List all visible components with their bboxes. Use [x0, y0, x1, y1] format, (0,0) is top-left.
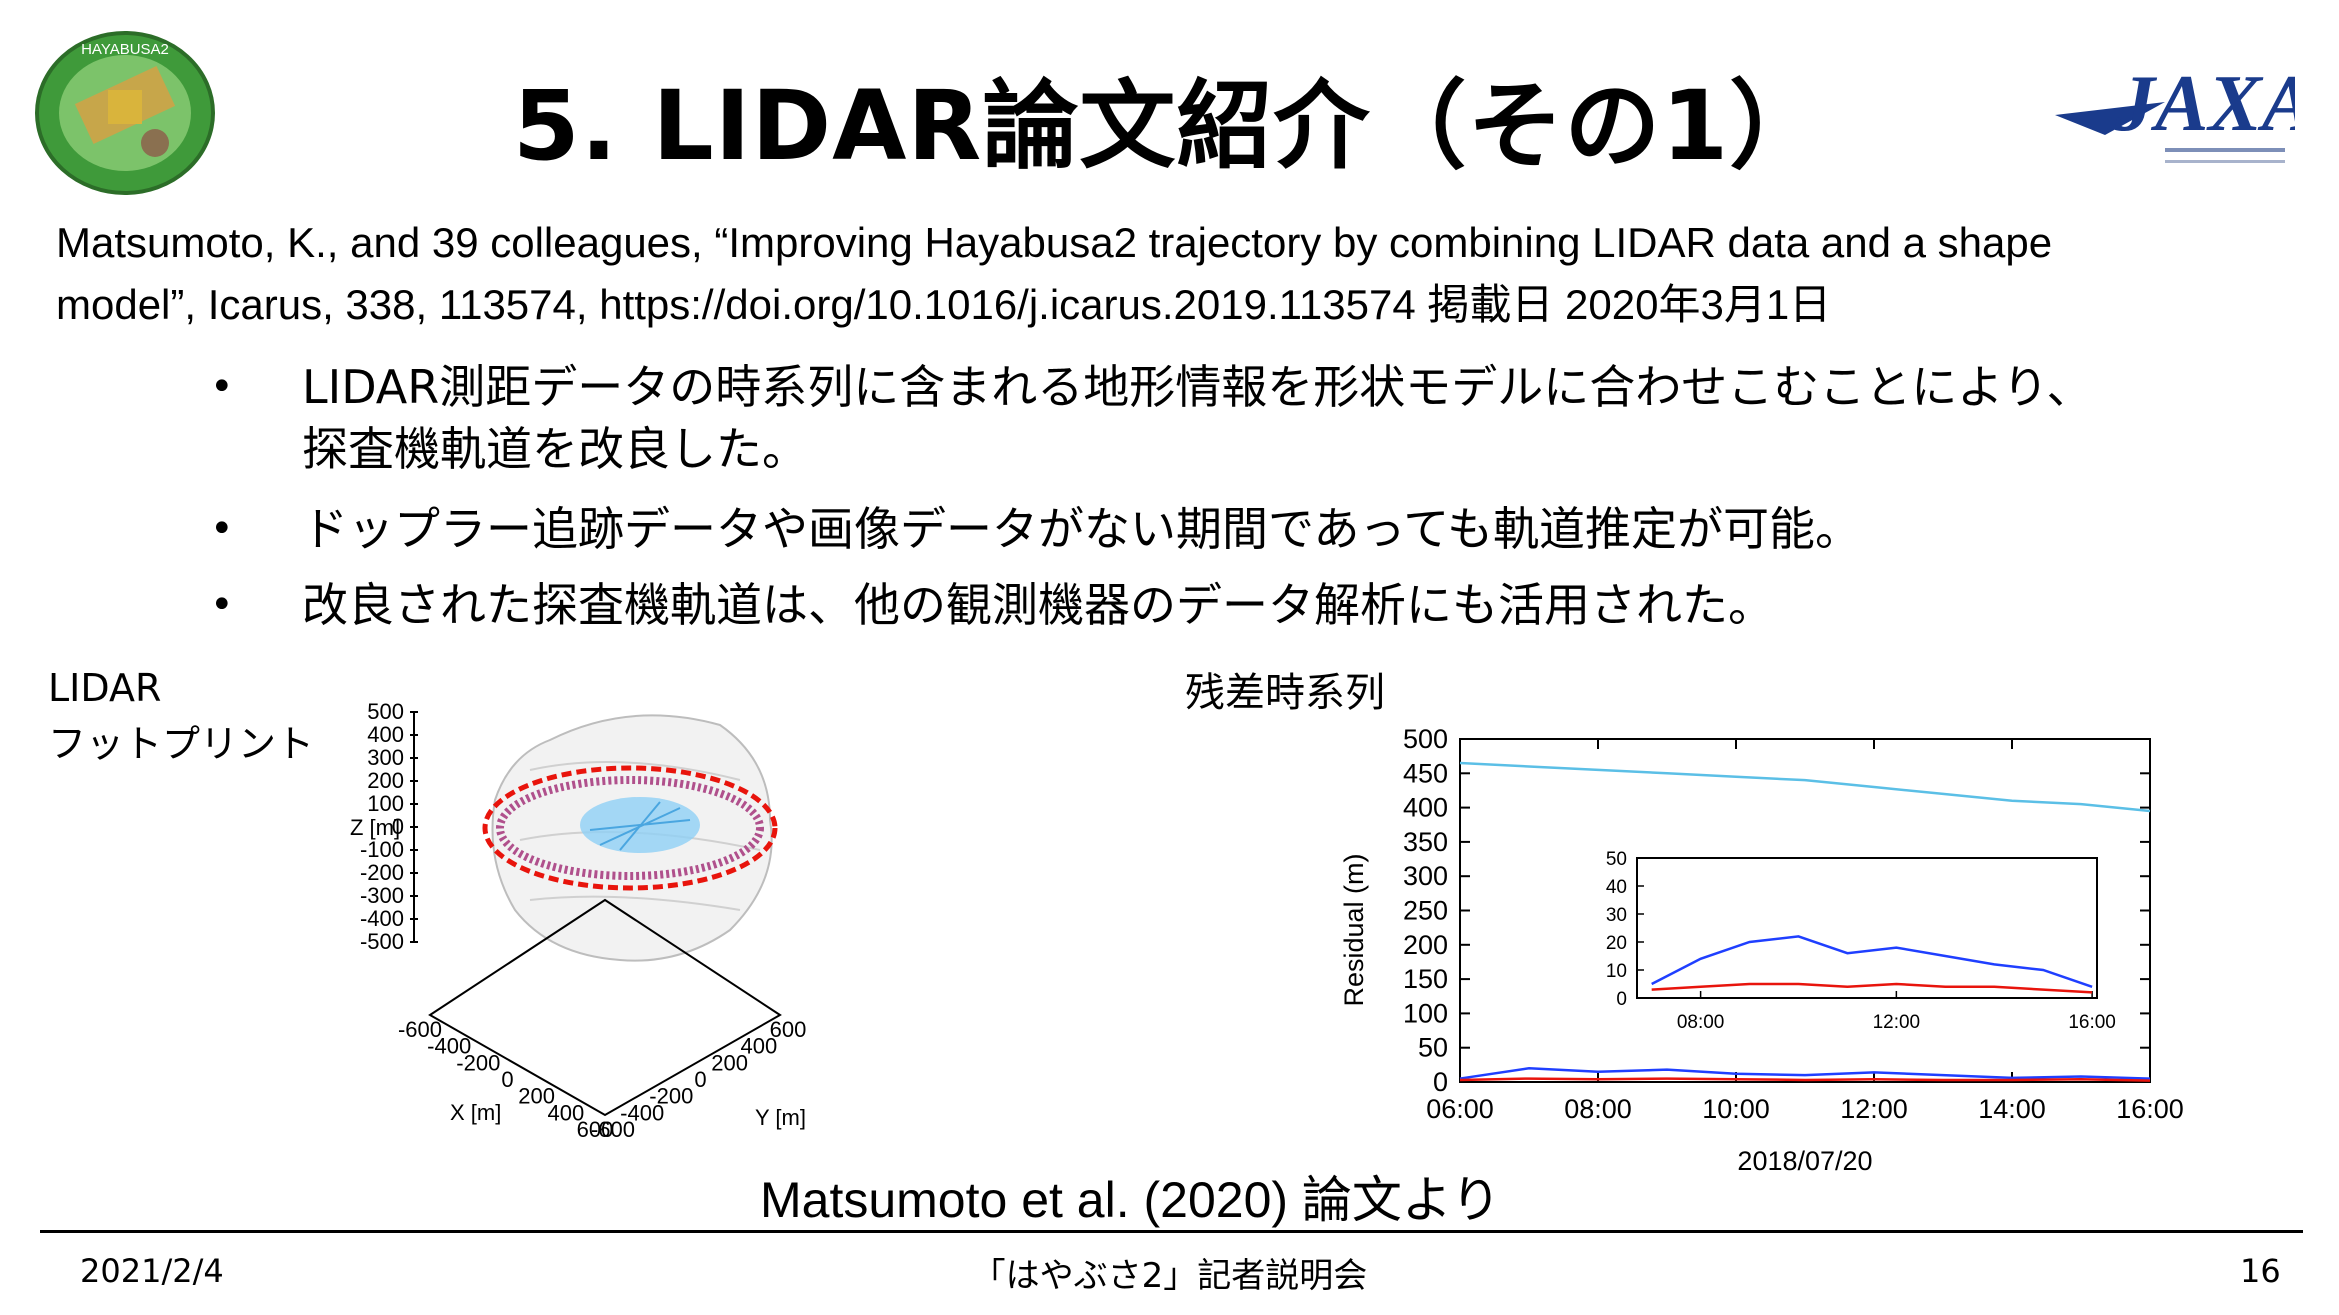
- bullet-marker: •: [210, 506, 234, 552]
- x-axis-label: X [m]: [450, 1100, 501, 1125]
- figure-left-label-line: LIDAR: [48, 666, 162, 710]
- figure-right-label: 残差時系列: [1185, 670, 1385, 716]
- y-axis-label: Residual (m): [1339, 853, 1369, 1006]
- z-tick-label: -400: [360, 906, 404, 931]
- inset-y-tick-label: 50: [1606, 849, 1627, 870]
- y-tick-label: -400: [620, 1100, 664, 1125]
- series-line-2: [1459, 1077, 2151, 1082]
- figure-left-label-line: フットプリント: [48, 722, 315, 766]
- z-tick-label: 300: [367, 745, 404, 770]
- y-tick-label: -600: [591, 1117, 635, 1142]
- inset-x-tick-label: 12:00: [1873, 1012, 1921, 1033]
- page-title: 5. LIDAR論文紹介（その1）: [512, 70, 1827, 182]
- z-tick-label: 400: [367, 722, 404, 747]
- z-tick-label: 500: [367, 699, 404, 724]
- z-tick-label: 100: [367, 791, 404, 816]
- x-tick-label: 400: [547, 1100, 584, 1125]
- y-axis-label: Y [m]: [755, 1105, 806, 1130]
- inset-x-tick-label: 08:00: [1677, 1012, 1725, 1033]
- inset-x-tick-label: 16:00: [2068, 1012, 2116, 1033]
- bullet-marker: •: [210, 364, 234, 410]
- bullet-line: LIDAR測距データの時系列に含まれる地形情報を形状モデルに合わせこむことにより…: [302, 360, 2093, 414]
- z-tick-label: 200: [367, 768, 404, 793]
- y-tick-label: 600: [770, 1017, 807, 1042]
- x-tick-label: 12:00: [1840, 1094, 1908, 1124]
- inset-series-line-1: [1651, 982, 2093, 994]
- x-tick-label: 200: [518, 1084, 555, 1109]
- jaxa-logo: JAXA: [2045, 40, 2315, 190]
- y-tick-label: -200: [649, 1084, 693, 1109]
- inset-y-tick-label: 0: [1616, 989, 1627, 1010]
- y-tick-label: 50: [1418, 1033, 1448, 1063]
- page-number: 16: [2240, 1252, 2281, 1290]
- y-tick-label: 400: [1403, 793, 1448, 823]
- x-tick-label: 08:00: [1564, 1094, 1632, 1124]
- bullet-item: • 改良された探査機軌道は、他の観測機器のデータ解析にも活用された。: [210, 574, 2250, 636]
- series-line-1: [1459, 1067, 2151, 1080]
- y-tick-label: 100: [1403, 998, 1448, 1028]
- inset-y-tick-label: 40: [1606, 877, 1627, 898]
- x-tick-label: -200: [456, 1050, 500, 1075]
- y-tick-label: 300: [1403, 861, 1448, 891]
- inset-y-tick-label: 10: [1606, 961, 1627, 982]
- footprint-band-outer: [482, 765, 778, 891]
- y-tick-label: 500: [1403, 724, 1448, 754]
- residual-time-series-chart: Residual (m) 2018/07/20 5004504003503002…: [1339, 724, 2184, 1176]
- z-tick-label: -200: [360, 860, 404, 885]
- z-tick-label: -100: [360, 837, 404, 862]
- x-tick-label: -400: [427, 1034, 471, 1059]
- inset-series-line-0: [1651, 935, 2093, 988]
- y-tick-label: 400: [740, 1034, 777, 1059]
- x-tick-label: 16:00: [2116, 1094, 2184, 1124]
- x-tick-label: 10:00: [1702, 1094, 1770, 1124]
- bullet-line: 探査機軌道を改良した。: [302, 422, 808, 476]
- y-tick-label: 150: [1403, 964, 1448, 994]
- x-tick-label: 06:00: [1426, 1094, 1494, 1124]
- z-tick-label: -300: [360, 883, 404, 908]
- x-tick-label: 14:00: [1978, 1094, 2046, 1124]
- bullet-text: LIDAR測距データの時系列に含まれる地形情報を形状モデルに合わせこむことにより…: [302, 356, 2252, 480]
- source-caption: Matsumoto et al. (2020) 論文より: [760, 1172, 1501, 1228]
- x-axis-label: 2018/07/20: [1737, 1146, 1872, 1176]
- y-tick-label: 200: [1403, 930, 1448, 960]
- bullet-line: ドップラー追跡データや画像データがない期間であっても軌道推定が可能。: [302, 502, 1861, 556]
- x-tick-label: -600: [398, 1017, 442, 1042]
- footer-divider: [40, 1230, 2303, 1233]
- floor-plane: [428, 898, 782, 1117]
- y-tick-label: 450: [1403, 758, 1448, 788]
- z-tick-label: -500: [360, 929, 404, 954]
- inset-frame: [1636, 857, 2098, 999]
- bullet-item: • ドップラー追跡データや画像データがない期間であっても軌道推定が可能。: [210, 498, 2250, 560]
- footer-date: 2021/2/4: [80, 1252, 224, 1290]
- y-tick-label: 0: [1433, 1067, 1448, 1097]
- z-axis-label: Z [m]: [350, 815, 400, 840]
- y-tick-label: 250: [1403, 896, 1448, 926]
- citation-line: Matsumoto, K., and 39 colleagues, “Impro…: [56, 219, 2053, 266]
- footer-event-title: 「はやぶさ2」記者説明会: [971, 1256, 1368, 1296]
- inset-y-tick-label: 20: [1606, 933, 1627, 954]
- x-tick-label: 0: [501, 1067, 513, 1092]
- footprint-band-inner: [496, 776, 764, 880]
- series-line-0: [1459, 761, 2151, 813]
- inset-y-tick-label: 30: [1606, 905, 1627, 926]
- bullet-marker: •: [210, 582, 234, 628]
- jaxa-logo-text: JAXA: [2114, 60, 2295, 148]
- bullet-item: • LIDAR測距データの時系列に含まれる地形情報を形状モデルに合わせこむことに…: [210, 356, 2250, 480]
- x-tick-label: 600: [577, 1117, 614, 1142]
- y-tick-label: 350: [1403, 827, 1448, 857]
- y-tick-label: 200: [711, 1050, 748, 1075]
- hayabusa2-badge-logo: HAYABUSA2: [35, 31, 215, 195]
- citation-line: model”, Icarus, 338, 113574, https://doi…: [56, 281, 1832, 328]
- y-tick-label: 0: [694, 1067, 706, 1092]
- z-tick-label: 0: [392, 814, 404, 839]
- badge-text: HAYABUSA2: [81, 41, 169, 58]
- bullet-line: 改良された探査機軌道は、他の観測機器のデータ解析にも活用された。: [302, 578, 1774, 632]
- figure-left-label: LIDAR フットプリント: [48, 660, 314, 772]
- citation: Matsumoto, K., and 39 colleagues, “Impro…: [56, 212, 2296, 336]
